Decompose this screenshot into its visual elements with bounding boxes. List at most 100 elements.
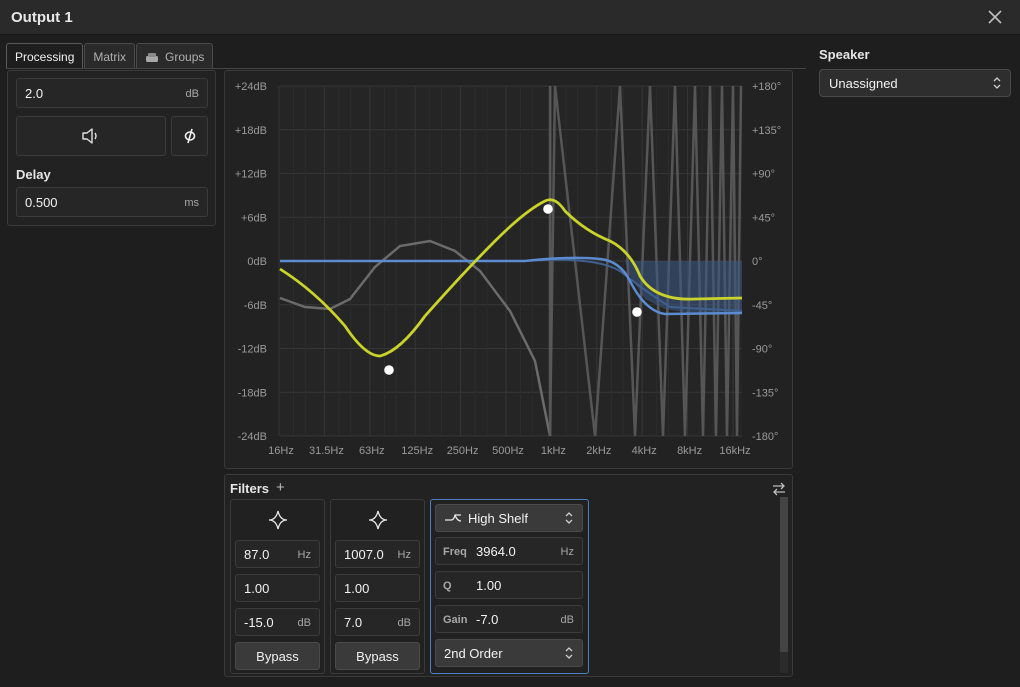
filter-card: 1007.0 Hz 1.00 7.0 dB Bypass — [330, 499, 425, 674]
tab-bar: Processing Matrix Groups — [6, 43, 214, 69]
output-curve — [280, 256, 743, 316]
db-tick-label: +24dB — [235, 81, 267, 93]
shelf-gain-label: Gain — [443, 614, 468, 626]
delay-unit: ms — [184, 197, 199, 209]
delay-field[interactable]: 0.500 ms — [16, 187, 208, 217]
freq-tick-label: 500Hz — [492, 445, 524, 457]
filter-q-field[interactable]: 1.00 — [235, 574, 320, 602]
filter-gain-value: 7.0 — [344, 615, 363, 630]
phase-tick-label: 0° — [752, 256, 763, 268]
filter-freq-value: 1007.0 — [344, 547, 384, 562]
shelf-freq-value: 3964.0 — [476, 544, 516, 559]
phase-wrap-curve — [548, 85, 743, 437]
delay-value: 0.500 — [25, 195, 58, 210]
tab-processing[interactable]: Processing — [6, 43, 84, 69]
shelf-freq-label: Freq — [443, 546, 467, 558]
filter-freq-unit: Hz — [397, 549, 411, 561]
eq-graph-panel: +24dB +180° +18dB +135° +12dB +90° +6dB +45° 0dB… — [224, 70, 793, 469]
phase-curve — [279, 239, 552, 437]
chevron-updown-icon — [993, 77, 1001, 89]
freq-tick-label: 31.5Hz — [309, 445, 344, 457]
filter-freq-field[interactable]: 1007.0 Hz — [335, 540, 420, 568]
filter-q-field[interactable]: 1.00 — [335, 574, 420, 602]
mute-button[interactable] — [16, 116, 166, 156]
filter-gain-value: -15.0 — [244, 615, 274, 630]
phase-icon — [184, 128, 195, 144]
filter-freq-value: 87.0 — [244, 547, 270, 562]
db-tick-label: +18dB — [235, 125, 267, 137]
tab-matrix[interactable]: Matrix — [84, 43, 136, 69]
filters-scrollbar-thumb[interactable] — [780, 497, 788, 652]
db-tick-label: -6dB — [244, 300, 267, 312]
gain-value: 2.0 — [25, 86, 44, 101]
stack-icon — [146, 52, 159, 62]
gain-field[interactable]: 2.0 dB — [16, 78, 208, 108]
freq-tick-label: 4kHz — [632, 445, 657, 457]
delay-label: Delay — [16, 167, 51, 182]
peak-filter-icon[interactable] — [367, 509, 389, 531]
db-tick-label: -18dB — [238, 387, 267, 399]
shelf-gain-field[interactable]: Gain -7.0 dB — [435, 605, 583, 633]
filter-q-value: 1.00 — [244, 581, 270, 596]
freq-tick-label: 250Hz — [447, 445, 479, 457]
filter-gain-field[interactable]: -15.0 dB — [235, 608, 320, 636]
tab-groups-label: Groups — [165, 49, 205, 64]
polarity-button[interactable] — [171, 116, 208, 156]
freq-tick-label: 63Hz — [359, 445, 385, 457]
filter-gain-field[interactable]: 7.0 dB — [335, 608, 420, 636]
db-tick-label: -24dB — [238, 431, 267, 443]
db-tick-label: 0dB — [247, 256, 267, 268]
freq-tick-label: 2kHz — [586, 445, 611, 457]
bypass-button[interactable]: Bypass — [335, 642, 420, 670]
close-icon[interactable] — [984, 6, 1006, 28]
tab-divider — [6, 68, 806, 69]
filters-title: Filters — [230, 481, 270, 496]
response-curve — [279, 198, 743, 358]
freq-tick-label: 125Hz — [401, 445, 433, 457]
phase-tick-label: +90° — [752, 169, 775, 181]
speaker-select[interactable]: Unassigned — [819, 69, 1011, 97]
filter-gain-unit: dB — [397, 617, 411, 629]
gain-unit: dB — [185, 88, 199, 100]
filter-node-handle[interactable] — [543, 204, 553, 214]
shelf-freq-field[interactable]: Freq 3964.0 Hz — [435, 537, 583, 565]
filter-order-select[interactable]: 2nd Order — [435, 639, 583, 667]
shelf-q-label: Q — [443, 580, 452, 592]
tab-groups[interactable]: Groups — [136, 43, 214, 69]
db-tick-label: -12dB — [238, 344, 267, 356]
db-tick-label: +12dB — [235, 169, 267, 181]
freq-tick-label: 16Hz — [268, 445, 294, 457]
chevron-updown-icon — [565, 512, 573, 524]
phase-tick-label: -135° — [752, 387, 778, 399]
filter-freq-unit: Hz — [297, 549, 311, 561]
tab-matrix-label: Matrix — [93, 49, 127, 64]
phase-tick-label: +135° — [752, 125, 781, 137]
speaker-value: Unassigned — [829, 76, 898, 91]
high-shelf-icon — [445, 514, 462, 522]
eq-graph[interactable]: +24dB +180° +18dB +135° +12dB +90° +6dB +45° 0dB… — [225, 71, 794, 470]
phase-tick-label: -45° — [752, 300, 772, 312]
filter-gain-unit: dB — [297, 617, 311, 629]
plus-icon[interactable]: + — [276, 479, 285, 496]
tab-processing-label: Processing — [15, 49, 75, 64]
filter-order-value: 2nd Order — [444, 646, 503, 661]
swap-icon[interactable] — [771, 481, 787, 497]
window-title: Output 1 — [11, 9, 73, 26]
speaker-label: Speaker — [819, 47, 870, 62]
filter-type-select[interactable]: High Shelf — [435, 504, 583, 532]
peak-filter-icon[interactable] — [267, 509, 289, 531]
phase-tick-label: +180° — [752, 81, 781, 93]
filter-node-handle[interactable] — [632, 307, 642, 317]
freq-tick-label: 8kHz — [677, 445, 702, 457]
freq-tick-label: 1kHz — [541, 445, 566, 457]
shelf-q-field[interactable]: Q 1.00 — [435, 571, 583, 599]
phase-tick-label: +45° — [752, 212, 775, 224]
shelf-freq-unit: Hz — [560, 546, 574, 558]
bypass-button[interactable]: Bypass — [235, 642, 320, 670]
filter-card: 87.0 Hz 1.00 -15.0 dB Bypass — [230, 499, 325, 674]
filter-node-handle[interactable] — [384, 365, 394, 375]
filter-type-value: High Shelf — [468, 511, 528, 526]
filter-freq-field[interactable]: 87.0 Hz — [235, 540, 320, 568]
freq-tick-label: 16kHz — [719, 445, 750, 457]
filter-card-selected: High Shelf Freq 3964.0 Hz Q 1.00 Gain -7… — [430, 499, 589, 674]
